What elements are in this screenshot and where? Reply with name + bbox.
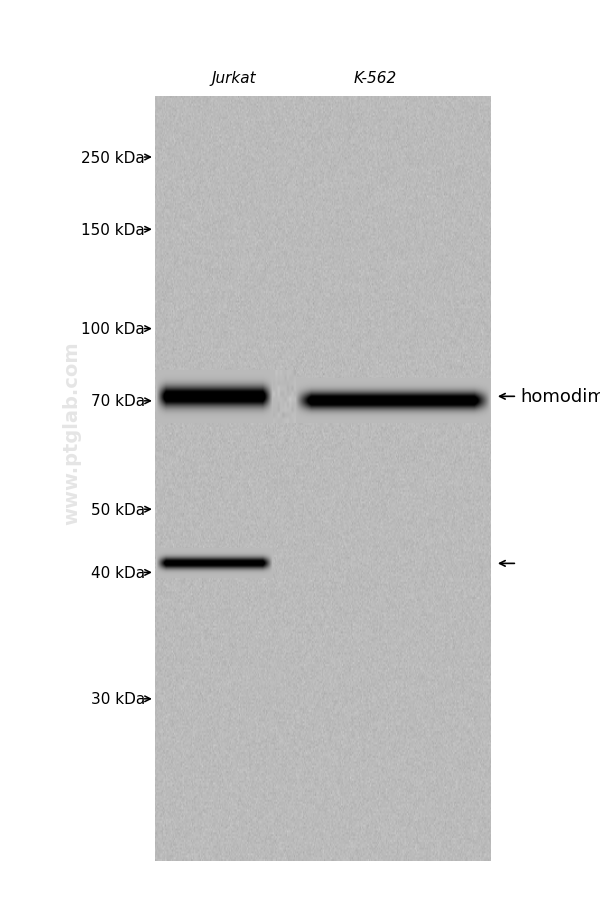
Text: homodimer: homodimer xyxy=(521,388,600,406)
Text: www.ptglab.com: www.ptglab.com xyxy=(62,341,82,525)
Text: 150 kDa: 150 kDa xyxy=(82,223,145,237)
Text: 40 kDa: 40 kDa xyxy=(91,566,145,580)
Text: 70 kDa: 70 kDa xyxy=(91,394,145,409)
Text: K-562: K-562 xyxy=(353,70,397,86)
Text: 50 kDa: 50 kDa xyxy=(91,502,145,517)
Text: 100 kDa: 100 kDa xyxy=(82,322,145,336)
Text: Jurkat: Jurkat xyxy=(212,70,256,86)
Text: 30 kDa: 30 kDa xyxy=(91,692,145,706)
Text: 250 kDa: 250 kDa xyxy=(82,151,145,165)
